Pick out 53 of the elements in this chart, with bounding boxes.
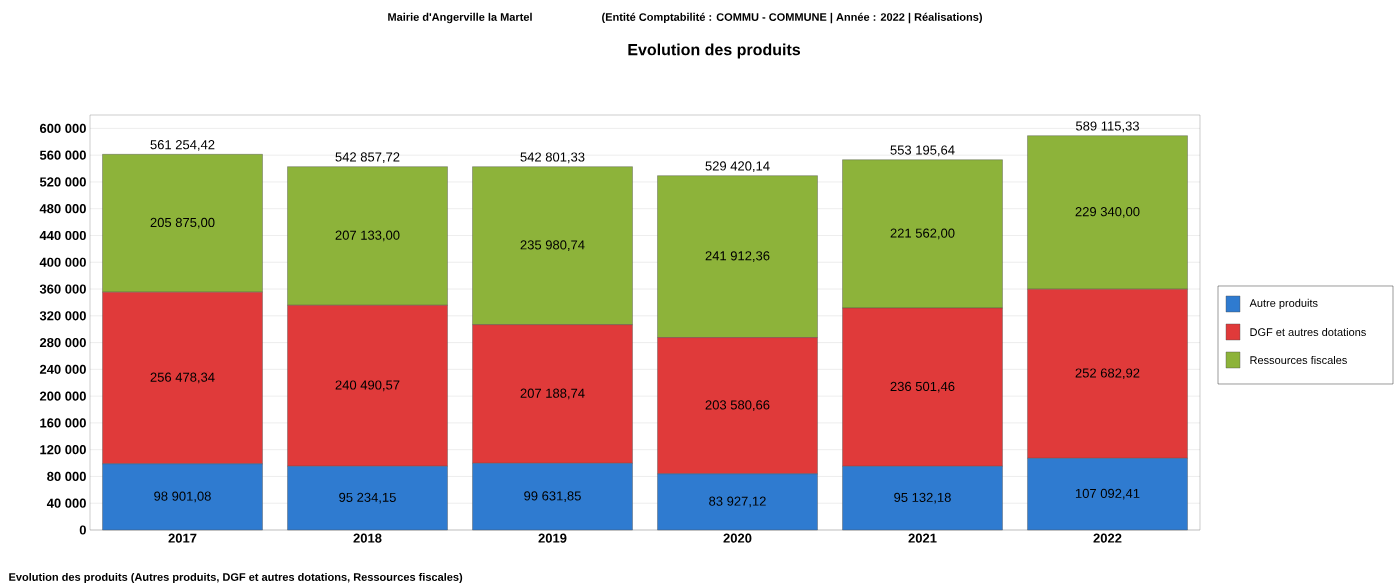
legend-label: Ressources fiscales xyxy=(1250,355,1347,365)
data-label: 98 901,08 xyxy=(154,491,211,503)
data-label: 229 340,00 xyxy=(1075,207,1140,218)
data-label: 83 927,12 xyxy=(709,496,766,508)
y-tick-label: 440 000 xyxy=(39,230,86,241)
y-tick-label: 360 000 xyxy=(39,284,86,294)
chart-title: Evolution des produits xyxy=(628,43,801,59)
data-label: 99 631,85 xyxy=(524,491,581,503)
x-tick-label: 2022 xyxy=(1093,533,1122,543)
y-tick-label: 120 000 xyxy=(40,445,86,455)
data-label: 107 092,41 xyxy=(1075,488,1140,500)
data-label: 95 132,18 xyxy=(894,492,951,504)
x-tick-label: 2018 xyxy=(353,533,382,543)
data-label: 256 478,34 xyxy=(150,372,215,384)
text: Evolution des produits (Autres produits, DGF et autres dotations, Ressources fiscales) xyxy=(9,572,463,584)
y-tick-label: 200 000 xyxy=(39,391,86,401)
total-label: 553 195,64 xyxy=(890,145,955,157)
data-label: 241 912,36 xyxy=(705,251,770,262)
chart-subtitle: Mairie d'Angerville la Martel xyxy=(388,12,532,24)
text: (Entité Comptabilité : COMMU - COMMUNE | Année : 2022 | Réalisations) xyxy=(602,12,982,24)
x-tick-label: 2021 xyxy=(908,533,937,543)
data-label: 235 980,74 xyxy=(520,240,585,252)
data-label: 221 562,00 xyxy=(890,228,955,240)
total-label: 589 115,33 xyxy=(1075,121,1139,133)
data-label: 203 580,66 xyxy=(705,400,770,412)
y-tick-label: 560 000 xyxy=(39,150,86,160)
total-label: 561 254,42 xyxy=(150,140,215,151)
y-tick-label: 280 000 xyxy=(39,337,86,348)
data-label: 240 490,57 xyxy=(335,380,400,392)
legend-label: DGF et autres dotations xyxy=(1250,327,1366,337)
y-tick-label: 520 000 xyxy=(39,177,86,187)
y-tick-label: 80 000 xyxy=(47,471,86,482)
y-tick-label: 0 xyxy=(79,525,86,535)
y-tick-label: 480 000 xyxy=(39,204,86,214)
y-tick-label: 320 000 xyxy=(39,311,86,321)
data-label: 207 133,00 xyxy=(335,230,400,242)
y-tick-label: 600 000 xyxy=(39,123,86,133)
y-tick-label: 400 000 xyxy=(39,257,86,267)
total-label: 542 801,33 xyxy=(520,152,585,164)
x-tick-label: 2017 xyxy=(168,533,197,543)
y-tick-label: 40 000 xyxy=(46,498,86,508)
data-label: 95 234,15 xyxy=(339,492,396,504)
y-tick-label: 240 000 xyxy=(39,364,86,374)
x-tick-label: 2020 xyxy=(723,533,752,543)
x-tick-label: 2019 xyxy=(538,533,567,543)
data-label: 207 188,74 xyxy=(520,388,585,400)
data-label: 205 875,00 xyxy=(150,217,215,229)
total-label: 542 857,72 xyxy=(335,152,400,164)
data-label: 252 682,92 xyxy=(1075,368,1140,380)
y-tick-label: 160 000 xyxy=(40,418,86,428)
data-label: 236 501,46 xyxy=(890,381,955,393)
legend-label: Autre produits xyxy=(1249,298,1318,310)
total-label: 529 420,14 xyxy=(705,161,770,173)
